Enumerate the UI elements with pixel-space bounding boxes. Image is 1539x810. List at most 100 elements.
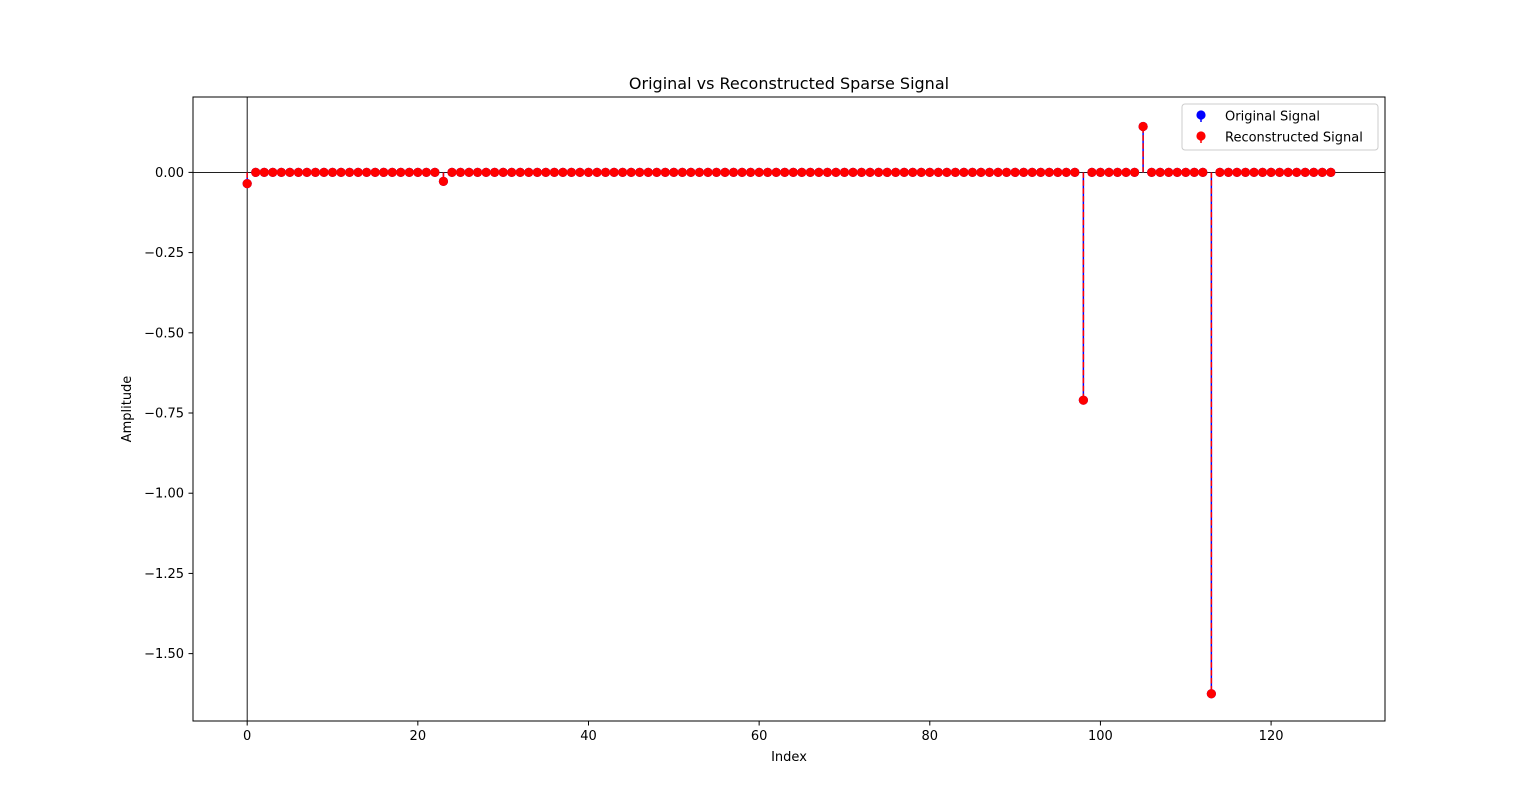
stem-marker [310,167,321,177]
stem-marker [711,167,722,177]
stem-marker [515,167,525,177]
plot-frame [192,96,1386,722]
stem-marker [1232,167,1242,177]
stem-marker [1317,167,1327,177]
stem-marker [1206,689,1216,699]
x-tick-label: 40 [580,729,597,744]
stem-marker [609,167,619,177]
y-tick-label: −0.25 [144,246,184,261]
stem-marker [413,167,423,177]
stem-marker [959,167,969,177]
stem-marker [873,167,884,177]
stem-marker [472,167,483,177]
stem-marker [950,167,960,177]
y-tick-label: −0.75 [144,407,184,422]
series-original [242,121,1336,699]
stem-marker [464,167,474,177]
legend-entry-label: Reconstructed Signal [1225,131,1363,146]
stem-marker [276,167,286,177]
stem-marker [891,167,901,177]
x-axis-title: Index [771,750,807,765]
stem-marker [558,167,568,177]
stem-marker [1053,167,1063,177]
stem-marker [746,167,756,177]
stem-marker [848,167,858,177]
stem-marker [1189,167,1199,177]
stem-marker [643,167,653,177]
stem-marker [703,167,713,177]
stem-marker [865,167,875,177]
stem-marker [925,167,935,177]
stem-marker [763,167,773,177]
stem-marker [1181,167,1191,177]
stem-marker [1070,167,1080,177]
stem-marker [532,167,542,177]
stem-marker [1112,167,1123,177]
stem-marker [524,167,534,177]
stem-marker [1129,167,1140,177]
stem-marker [669,167,679,177]
stem-marker [362,167,372,177]
stem-marker [737,167,747,177]
x-tick-label: 0 [243,729,251,744]
stem-marker [1061,167,1071,177]
stem-marker [438,176,449,186]
y-axis-title: Amplitude [120,376,135,443]
x-tick-label: 60 [751,729,768,744]
stem-marker [293,167,303,177]
stem-marker [771,167,781,177]
stem-marker [942,167,952,177]
stem-marker [1027,167,1037,177]
stem-marker [592,167,602,177]
stem-marker [635,167,645,177]
y-tick-label: −1.50 [144,647,184,662]
stem-marker [908,167,918,177]
stem-marker [498,167,508,177]
stem-marker [899,167,909,177]
stem-marker [788,167,798,177]
stem-marker [1010,167,1020,177]
stem-marker [1198,167,1208,177]
stem-marker [984,167,995,177]
stem-marker [780,167,790,177]
y-tick-label: −1.25 [144,567,184,582]
stem-marker [1147,167,1157,177]
stem-marker [814,167,824,177]
stem-marker [1215,167,1225,177]
stem-marker [251,167,261,177]
stem-marker [481,167,491,177]
x-tick-label: 100 [1088,729,1113,744]
stem-marker [404,167,414,177]
plot-area: 0 20 40 60 80 100 120 0.00 −0.25 −0.50 −0.75 −1.00 −… [144,96,1386,744]
stem-marker [1300,167,1310,177]
stem-marker [344,167,355,177]
stem-marker [370,167,380,177]
stem-marker [754,167,764,177]
stem-marker [507,167,517,177]
stem-marker [1172,167,1182,177]
stem-marker [1104,167,1114,177]
legend: Original Signal Reconstructed Signal [1181,103,1379,151]
legend-box [1181,103,1379,151]
y-tick-label: −1.00 [144,487,184,502]
stem-marker [566,167,577,177]
stem-marker [583,167,594,177]
x-tick-label: 20 [410,729,427,744]
stem-marker [336,167,346,177]
stem-marker [1266,167,1276,177]
stem-marker [1095,167,1106,177]
chart-title: Original vs Reconstructed Sparse Signal [629,74,949,93]
stem-marker [353,167,363,177]
stem-marker [916,167,926,177]
stem-marker [549,167,559,177]
stem-marker [259,167,269,177]
stem-marker [976,167,986,177]
stem-marker [1275,167,1285,177]
stem-marker [822,167,832,177]
stem-marker [1044,167,1054,177]
stem-marker [694,167,705,177]
y-tick-label: −0.50 [144,326,184,341]
stem-marker [1121,167,1131,177]
